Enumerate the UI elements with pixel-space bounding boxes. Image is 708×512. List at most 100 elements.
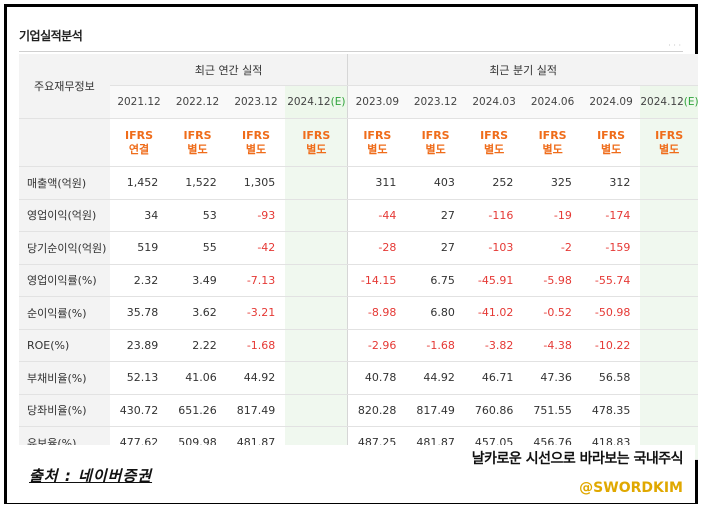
ifrs-standard: IFRS xyxy=(183,128,212,142)
value-cell xyxy=(640,264,698,297)
value-cell: 820.28 xyxy=(347,394,407,427)
value-cell: 1,305 xyxy=(226,166,286,200)
ifrs-standard: IFRS xyxy=(480,128,509,142)
value-cell xyxy=(640,231,698,265)
period-label: 2024.12 xyxy=(287,96,331,108)
value-cell: -50.98 xyxy=(581,296,641,330)
value-cell: -7.13 xyxy=(226,264,286,297)
annual-group-header: 최근 연간 실적 xyxy=(109,54,348,86)
period-header-cell: 2024.12(E) xyxy=(285,85,348,119)
period-header-cell: 2022.12 xyxy=(168,85,227,119)
value-cell: -3.82 xyxy=(464,329,524,362)
row-label: 영업이익률(%) xyxy=(19,264,110,297)
ifrs-header-cell: IFRS 별도 xyxy=(464,118,524,167)
value-cell: -8.98 xyxy=(347,296,407,330)
period-label: 2023.09 xyxy=(355,96,400,108)
ifrs-scope: 별도 xyxy=(306,142,327,156)
period-label: 2024.06 xyxy=(530,96,575,108)
value-cell: -4.38 xyxy=(523,329,582,362)
value-cell: 325 xyxy=(523,166,582,200)
value-cell: 6.80 xyxy=(406,296,465,330)
ifrs-scope: 별도 xyxy=(600,142,622,156)
ifrs-header-cell: IFRS 연결 xyxy=(109,118,169,167)
ifrs-header-cell: IFRS 별도 xyxy=(523,118,582,167)
tagline: 날카로운 시선으로 바라보는 국내주식 xyxy=(471,451,684,467)
ifrs-standard: IFRS xyxy=(421,128,450,142)
value-cell xyxy=(640,329,698,362)
period-header-row: 2021.12 2022.12 2023.12 2024.12(E) 2023.09 20… xyxy=(19,85,698,119)
ifrs-header-row: IFRS 연결 IFRS 별도 IFRS 별도 IFRS 별도 IFRS 별도 IFRS 별도 IFRS… xyxy=(19,118,698,167)
table-row: 부채비율(%) 52.13 41.06 44.92 40.78 44.92 46.71 47.… xyxy=(19,361,698,395)
value-cell: 3.49 xyxy=(168,264,227,297)
financial-table: 주요재무정보 최근 연간 실적 최근 분기 실적 2021.12 2022.12 2… xyxy=(19,54,698,460)
header-group-row: 주요재무정보 최근 연간 실적 최근 분기 실적 xyxy=(19,54,698,119)
value-cell xyxy=(285,394,348,427)
row-label: 순이익률(%) xyxy=(19,296,110,330)
value-cell: -14.15 xyxy=(347,264,407,297)
value-cell: 1,522 xyxy=(168,166,227,200)
value-cell xyxy=(285,329,348,362)
ifrs-header-cell: IFRS 별도 xyxy=(347,118,407,167)
row-label: 당기순이익(억원) xyxy=(19,231,110,265)
value-cell xyxy=(640,166,698,200)
value-cell: 651.26 xyxy=(168,394,227,427)
estimate-mark: (E) xyxy=(683,96,698,108)
ifrs-standard: IFRS xyxy=(363,128,392,142)
period-header-cell: 2024.09 xyxy=(581,85,641,119)
period-header-cell: 2024.03 xyxy=(464,85,524,119)
value-cell: 2.32 xyxy=(109,264,169,297)
ifrs-header-cell: IFRS 별도 xyxy=(168,118,227,167)
value-cell: 403 xyxy=(406,166,465,200)
ifrs-standard: IFRS xyxy=(655,128,684,142)
table-row: 영업이익률(%) 2.32 3.49 -7.13 -14.15 6.75 -45.91 -5.… xyxy=(19,264,698,297)
ifrs-scope: 별도 xyxy=(245,142,267,156)
value-cell xyxy=(285,296,348,330)
value-cell: 817.49 xyxy=(226,394,286,427)
value-cell: -103 xyxy=(464,231,524,265)
value-cell: 34 xyxy=(109,199,169,232)
period-label: 2024.09 xyxy=(589,96,633,108)
ifrs-scope: 별도 xyxy=(425,142,446,156)
period-label: 2024.12 xyxy=(640,96,684,108)
value-cell: -28 xyxy=(347,231,407,265)
ifrs-label-spacer xyxy=(19,118,110,167)
value-cell: 312 xyxy=(581,166,641,200)
value-cell xyxy=(640,199,698,232)
value-cell: 23.89 xyxy=(109,329,169,362)
row-label: ROE(%) xyxy=(19,329,110,362)
value-cell xyxy=(640,296,698,330)
period-label: 2023.12 xyxy=(413,96,458,108)
row-label: 부채비율(%) xyxy=(19,361,110,395)
quarter-group-header: 최근 분기 실적 xyxy=(347,54,698,86)
value-cell: 55 xyxy=(168,231,227,265)
value-cell: -1.68 xyxy=(226,329,286,362)
value-cell xyxy=(285,199,348,232)
value-cell: 3.62 xyxy=(168,296,227,330)
ifrs-standard: IFRS xyxy=(242,128,271,142)
ifrs-standard: IFRS xyxy=(302,128,331,142)
corner-dots-icon: · · · xyxy=(668,41,681,50)
value-cell: -159 xyxy=(581,231,641,265)
value-cell: 52.13 xyxy=(109,361,169,395)
value-cell xyxy=(285,166,348,200)
value-cell: -10.22 xyxy=(581,329,641,362)
value-cell: 44.92 xyxy=(406,361,465,395)
table-row: 당기순이익(억원) 519 55 -42 -28 27 -103 -2 -159 xyxy=(19,231,698,265)
period-label: 2023.12 xyxy=(234,96,278,108)
ifrs-scope: 별도 xyxy=(542,142,563,156)
period-label: 2022.12 xyxy=(175,96,220,108)
value-cell: 46.71 xyxy=(464,361,524,395)
ifrs-scope: 별도 xyxy=(187,142,208,156)
ifrs-standard: IFRS xyxy=(597,128,626,142)
screenshot-frame: 기업실적분석 · · · 주요재무정보 최근 연간 실적 최근 분기 실적 20… xyxy=(4,4,698,504)
period-header-cell: 2021.12 xyxy=(109,85,169,119)
ifrs-standard: IFRS xyxy=(125,128,154,142)
brand-handle: @SWORDKIM xyxy=(579,480,683,496)
value-cell: -2 xyxy=(523,231,582,265)
period-header-cell: 2023.09 xyxy=(347,85,407,119)
value-cell: -41.02 xyxy=(464,296,524,330)
value-cell: 53 xyxy=(168,199,227,232)
value-cell: -42 xyxy=(226,231,286,265)
table-row: 당좌비율(%) 430.72 651.26 817.49 820.28 817.49 760… xyxy=(19,394,698,427)
row-label: 영업이익(억원) xyxy=(19,199,110,232)
